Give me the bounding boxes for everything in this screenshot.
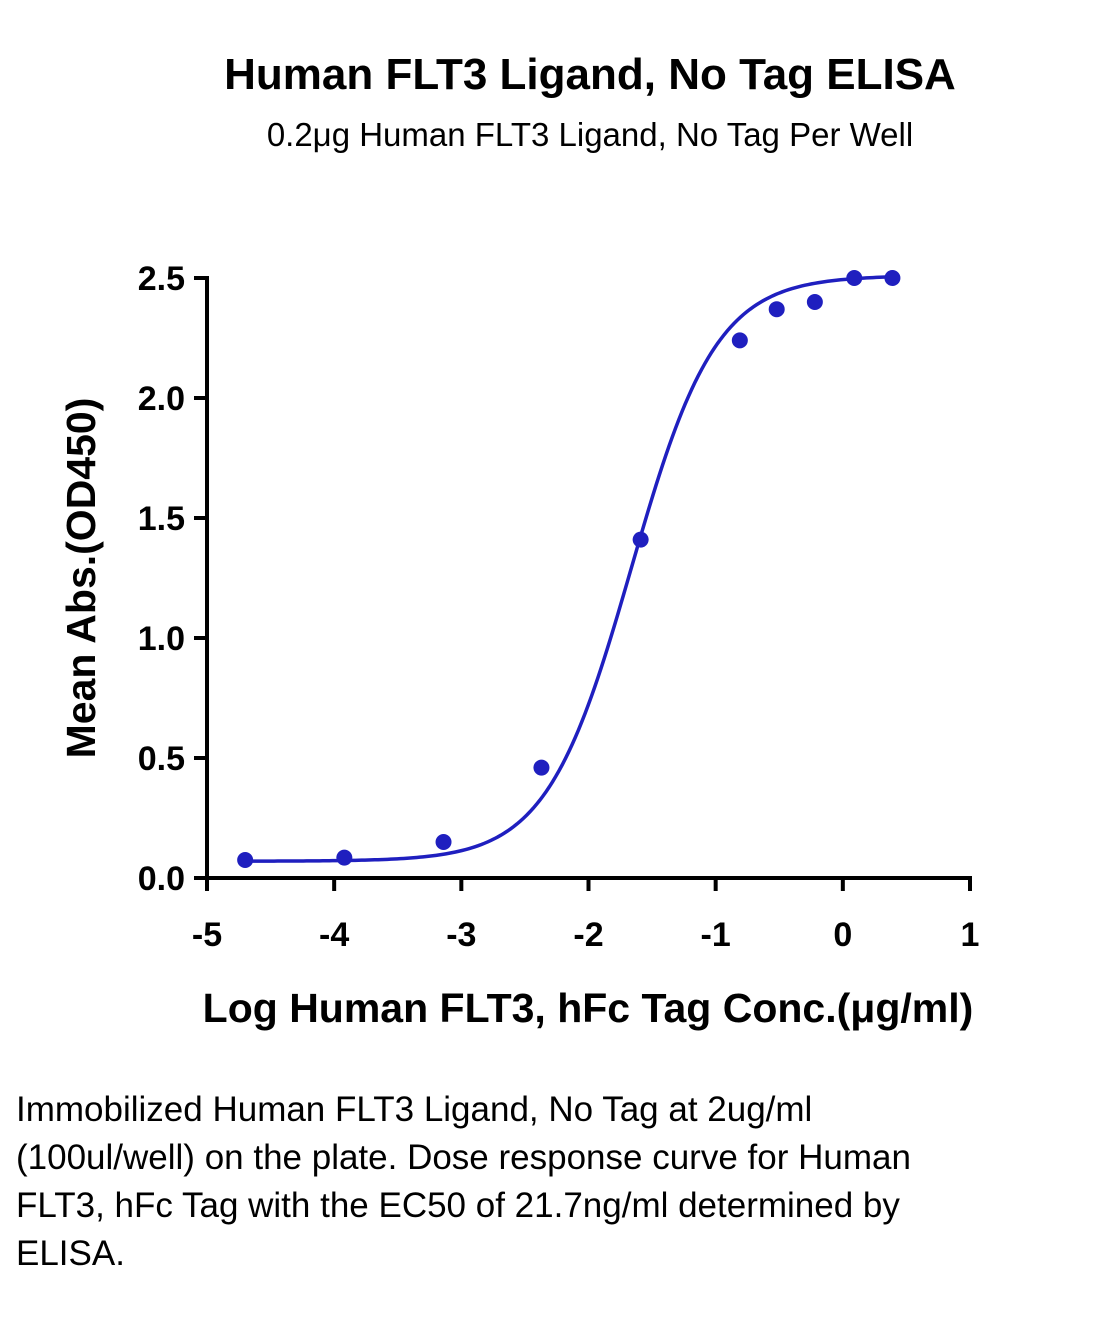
y-tick-label: 1.0: [138, 620, 185, 658]
x-tick-label: -4: [319, 916, 349, 954]
x-tick-label: -5: [192, 916, 222, 954]
y-axis-label: Mean Abs.(OD450): [58, 398, 104, 759]
data-point: [237, 852, 254, 868]
data-point: [806, 294, 823, 310]
data-point: [435, 834, 452, 850]
data-point: [846, 270, 863, 286]
x-tick-label: -2: [573, 916, 603, 954]
y-tick-label: 1.5: [138, 500, 185, 538]
data-points-layer: [237, 270, 901, 868]
elisa-chart: 0.0 0.5 1.0 1.5 2.0 2.5 -5 -4 -3 -2 -1 0 1 Log Huma…: [58, 260, 980, 1031]
y-tick-label: 2.0: [138, 380, 185, 418]
data-point: [768, 301, 785, 318]
chart-title: Human FLT3 Ligand, No Tag ELISA: [224, 50, 956, 99]
x-tick-label: 1: [961, 916, 980, 954]
data-point: [336, 849, 353, 866]
fit-curve: [245, 275, 893, 863]
fit-curve-layer: [245, 275, 893, 863]
x-axis: -5 -4 -3 -2 -1 0 1: [192, 876, 980, 954]
y-tick-label: 0.0: [138, 860, 185, 898]
data-point: [884, 270, 901, 286]
x-tick-label: -1: [701, 916, 731, 954]
chart-subtitle: 0.2μg Human FLT3 Ligand, No Tag Per Well: [266, 116, 914, 153]
x-axis-label: Log Human FLT3, hFc Tag Conc.(μg/ml): [203, 985, 974, 1031]
x-tick-label: 0: [833, 916, 852, 954]
x-tick-label: -3: [446, 916, 476, 954]
y-axis: 0.0 0.5 1.0 1.5 2.0 2.5: [138, 260, 209, 898]
y-tick-label: 2.5: [138, 260, 185, 298]
figure-caption: Immobilized Human FLT3 Ligand, No Tag at…: [16, 1090, 911, 1273]
data-point: [533, 759, 550, 776]
y-tick-label: 0.5: [138, 740, 185, 778]
data-point: [632, 531, 649, 548]
data-point: [731, 332, 748, 349]
